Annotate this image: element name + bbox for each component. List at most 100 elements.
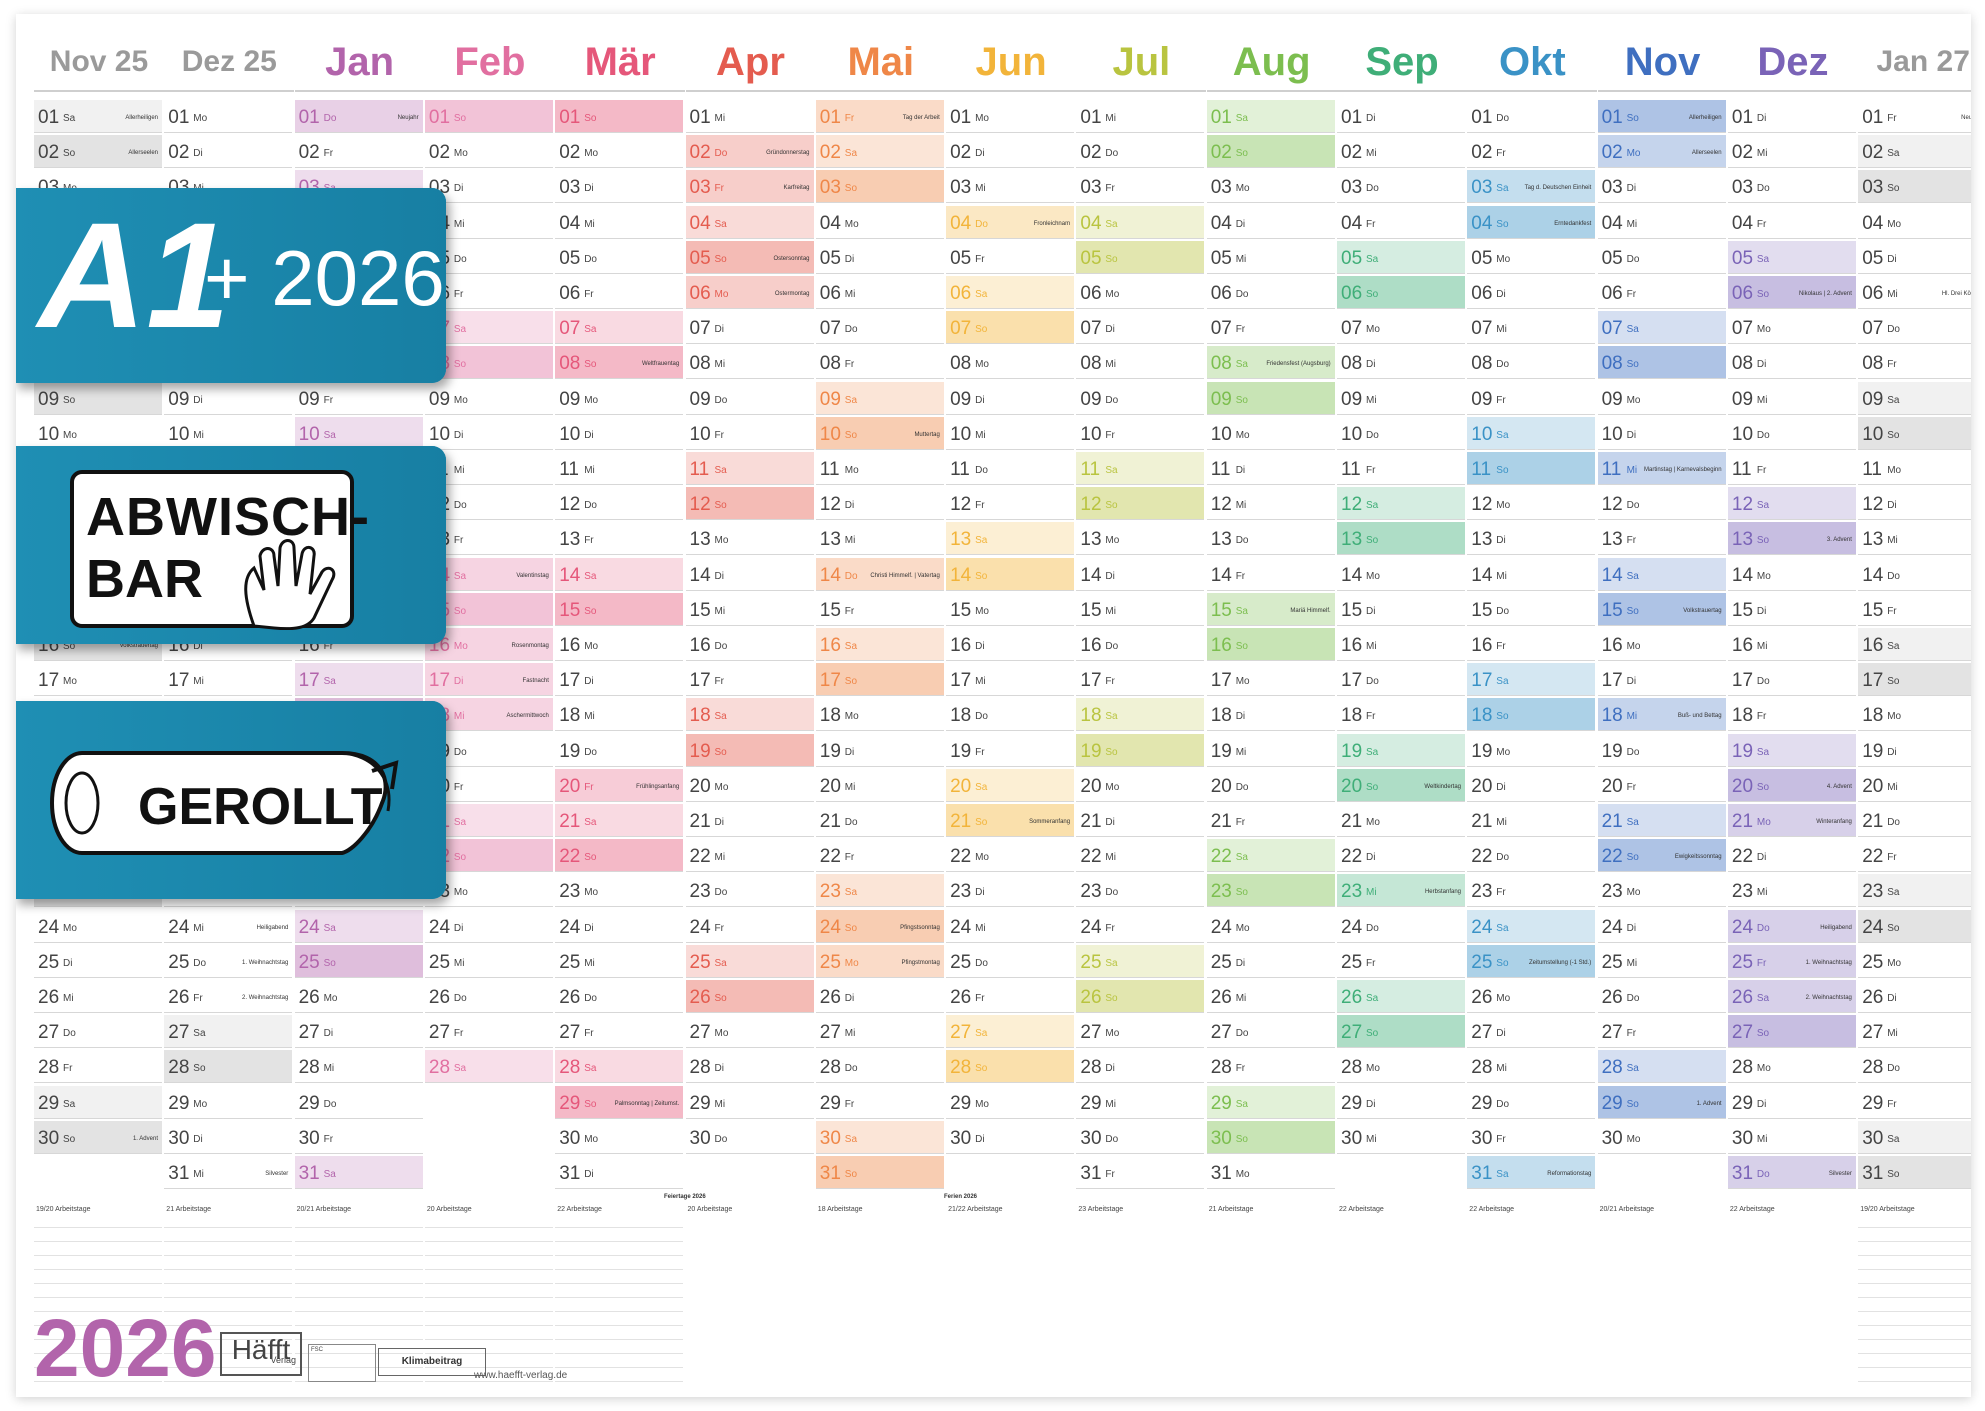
- day-cell[interactable]: 02 Mi: [1337, 135, 1465, 169]
- day-cell[interactable]: 30 Fr: [1467, 1120, 1596, 1154]
- day-cell[interactable]: 26 Mi: [34, 980, 162, 1013]
- day-cell[interactable]: 26 Do: [555, 980, 684, 1013]
- day-cell[interactable]: 29 So 1. Advent: [1597, 1085, 1726, 1119]
- day-cell[interactable]: 02 Fr: [1467, 135, 1596, 169]
- day-cell[interactable]: 05 Di: [815, 240, 944, 274]
- day-cell[interactable]: 10 Fr: [685, 416, 814, 450]
- day-cell[interactable]: 29 Fr: [1858, 1085, 1971, 1119]
- publisher-url[interactable]: www.haefft-verlag.de: [474, 1370, 568, 1381]
- day-cell[interactable]: 04 Do Fronleichnam: [946, 205, 1075, 239]
- day-cell[interactable]: 30 So 1. Advent: [34, 1120, 162, 1154]
- day-cell[interactable]: 10 Mi: [164, 416, 293, 450]
- day-cell[interactable]: 28 So: [164, 1050, 293, 1084]
- day-cell[interactable]: 09 So: [1206, 381, 1335, 415]
- day-cell[interactable]: 27 So: [1727, 1015, 1856, 1049]
- day-cell[interactable]: 08 Mi: [685, 346, 814, 380]
- day-cell[interactable]: 13 Mo: [685, 522, 814, 556]
- day-cell[interactable]: 01 Sa: [1206, 100, 1335, 133]
- day-cell[interactable]: 01 Sa Allerheiligen: [34, 100, 162, 133]
- day-cell[interactable]: 31 Do Silvester: [1727, 1156, 1856, 1189]
- day-cell[interactable]: 09 Sa: [1858, 381, 1971, 415]
- day-cell[interactable]: 06 Mo Ostermontag: [685, 276, 814, 309]
- day-cell[interactable]: 09 Fr: [1467, 381, 1596, 415]
- day-cell[interactable]: 27 Mi: [1858, 1015, 1971, 1049]
- day-cell[interactable]: 30 Sa: [1858, 1120, 1971, 1154]
- day-cell[interactable]: 25 Fr 1. Weihnachtstag: [1727, 944, 1856, 978]
- day-cell[interactable]: 07 Di: [685, 311, 814, 345]
- day-cell[interactable]: 29 Mi: [1076, 1085, 1205, 1119]
- day-cell[interactable]: 18 Mi: [555, 698, 684, 732]
- day-cell[interactable]: 17 Mi: [164, 663, 293, 697]
- day-cell[interactable]: 25 Di: [34, 944, 162, 978]
- day-cell[interactable]: 22 Di: [1337, 839, 1465, 873]
- day-cell[interactable]: 15 Di: [1337, 592, 1465, 626]
- day-cell[interactable]: 09 Mo: [424, 381, 553, 415]
- day-cell[interactable]: 25 Mo Pfingstmontag: [815, 944, 944, 978]
- day-cell[interactable]: 20 So 4. Advent: [1727, 768, 1856, 802]
- day-cell[interactable]: 31 Fr: [1076, 1156, 1205, 1189]
- day-cell[interactable]: 13 Mi: [815, 522, 944, 556]
- day-cell[interactable]: 12 So: [1076, 487, 1205, 521]
- day-cell[interactable]: 19 Di: [815, 733, 944, 767]
- day-cell[interactable]: 20 Mi: [1858, 768, 1971, 802]
- day-cell[interactable]: 28 Sa: [424, 1050, 553, 1084]
- day-cell[interactable]: 31 Mi Silvester: [164, 1156, 293, 1189]
- day-cell[interactable]: 09 So: [34, 381, 162, 415]
- day-cell[interactable]: 21 Mo Winteranfang: [1727, 804, 1856, 837]
- day-cell[interactable]: 04 Fr: [1727, 205, 1856, 239]
- day-cell[interactable]: 26 Fr: [946, 980, 1075, 1013]
- day-cell[interactable]: 29 Do: [1467, 1085, 1596, 1119]
- day-cell[interactable]: 27 Do: [34, 1015, 162, 1049]
- day-cell[interactable]: 02 Mo Allerseelen: [1597, 135, 1726, 169]
- day-cell[interactable]: 01 So: [424, 100, 553, 133]
- day-cell[interactable]: 05 Sa: [1337, 240, 1465, 274]
- day-cell[interactable]: 02 Sa: [815, 135, 944, 169]
- day-cell[interactable]: 25 Sa: [685, 944, 814, 978]
- day-cell[interactable]: 24 Di: [424, 909, 553, 943]
- day-cell[interactable]: 26 Di: [1858, 980, 1971, 1013]
- day-cell[interactable]: 17 Di Fastnacht: [424, 663, 553, 697]
- day-cell[interactable]: 30 Do: [685, 1120, 814, 1154]
- day-cell[interactable]: 09 Di: [164, 381, 293, 415]
- day-cell[interactable]: 17 Di: [555, 663, 684, 697]
- day-cell[interactable]: 12 Di: [1858, 487, 1971, 521]
- day-cell[interactable]: 13 Mi: [1858, 522, 1971, 556]
- day-cell[interactable]: 25 Di: [1206, 944, 1335, 978]
- day-cell[interactable]: 15 Di: [1727, 592, 1856, 626]
- day-cell[interactable]: 29 Di: [1337, 1085, 1465, 1119]
- notes-lines[interactable]: [424, 1214, 553, 1394]
- day-cell[interactable]: 12 Sa: [1337, 487, 1465, 521]
- day-cell[interactable]: 27 Fr: [555, 1015, 684, 1049]
- day-cell[interactable]: 18 Mo: [815, 698, 944, 732]
- day-cell[interactable]: 25 So Zeitumstellung (-1 Std.): [1467, 944, 1596, 978]
- day-cell[interactable]: 22 Mi: [685, 839, 814, 873]
- day-cell[interactable]: 31 So: [815, 1156, 944, 1189]
- day-cell[interactable]: 28 Di: [1076, 1050, 1205, 1084]
- day-cell[interactable]: 16 Mo Rosenmontag: [424, 628, 553, 661]
- day-cell[interactable]: 30 So: [1206, 1120, 1335, 1154]
- day-cell[interactable]: 16 Sa: [1858, 628, 1971, 661]
- day-cell[interactable]: 24 Mi: [946, 909, 1075, 943]
- day-cell[interactable]: 28 Mi: [1467, 1050, 1596, 1084]
- day-cell[interactable]: 04 Sa: [1076, 205, 1205, 239]
- day-cell[interactable]: 25 Do: [946, 944, 1075, 978]
- day-cell[interactable]: 26 So: [685, 980, 814, 1013]
- day-cell[interactable]: 02 Mo: [424, 135, 553, 169]
- day-cell[interactable]: 10 Mo: [1206, 416, 1335, 450]
- day-cell[interactable]: 28 Do: [1858, 1050, 1971, 1084]
- day-cell[interactable]: 14 Mo: [1337, 557, 1465, 591]
- day-cell[interactable]: 27 Mi: [815, 1015, 944, 1049]
- day-cell[interactable]: 11 Fr: [1337, 452, 1465, 485]
- day-cell[interactable]: 08 Fr: [815, 346, 944, 380]
- day-cell[interactable]: 17 Sa: [294, 663, 423, 697]
